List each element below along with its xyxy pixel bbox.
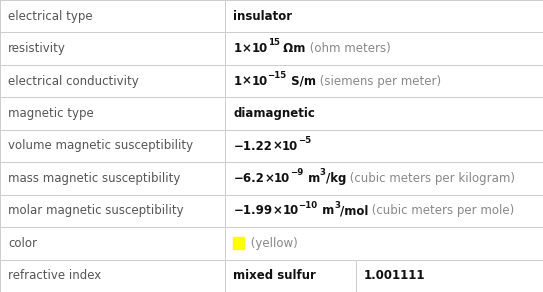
Text: magnetic type: magnetic type <box>8 107 94 120</box>
Text: ×: × <box>242 42 251 55</box>
Text: mixed sulfur: mixed sulfur <box>233 269 316 282</box>
Text: insulator: insulator <box>233 10 293 23</box>
Text: m: m <box>304 172 320 185</box>
Text: 10: 10 <box>274 172 291 185</box>
Text: 3: 3 <box>334 201 340 210</box>
Text: ×: × <box>242 75 251 88</box>
Text: (cubic meters per kilogram): (cubic meters per kilogram) <box>346 172 515 185</box>
Text: (siemens per meter): (siemens per meter) <box>315 75 441 88</box>
Text: −5: −5 <box>298 136 312 145</box>
Text: −1.99: −1.99 <box>233 204 273 217</box>
Text: 1: 1 <box>233 75 242 88</box>
Text: Ωm: Ωm <box>280 42 306 55</box>
Text: color: color <box>8 237 37 250</box>
Text: electrical type: electrical type <box>8 10 93 23</box>
Text: 1.001111: 1.001111 <box>364 269 425 282</box>
Text: ×: × <box>273 204 282 217</box>
Text: 1: 1 <box>233 42 242 55</box>
Text: resistivity: resistivity <box>8 42 66 55</box>
Text: (cubic meters per mole): (cubic meters per mole) <box>368 204 515 217</box>
Text: −6.2: −6.2 <box>233 172 264 185</box>
Text: 3: 3 <box>320 168 326 177</box>
Text: ×: × <box>264 172 274 185</box>
Text: diamagnetic: diamagnetic <box>233 107 315 120</box>
Text: S/m: S/m <box>287 75 315 88</box>
Text: ×: × <box>272 140 282 152</box>
Text: refractive index: refractive index <box>8 269 101 282</box>
Text: /mol: /mol <box>340 204 368 217</box>
Bar <box>233 237 244 249</box>
Text: 15: 15 <box>268 38 280 47</box>
Text: 10: 10 <box>282 204 299 217</box>
Text: electrical conductivity: electrical conductivity <box>8 75 139 88</box>
Text: 10: 10 <box>282 140 298 152</box>
Text: 10: 10 <box>251 42 268 55</box>
Text: −9: −9 <box>291 168 304 177</box>
Text: −1.22: −1.22 <box>233 140 272 152</box>
Text: −15: −15 <box>268 71 287 80</box>
Text: (yellow): (yellow) <box>247 237 298 250</box>
Text: (ohm meters): (ohm meters) <box>306 42 390 55</box>
Text: molar magnetic susceptibility: molar magnetic susceptibility <box>8 204 184 217</box>
Text: volume magnetic susceptibility: volume magnetic susceptibility <box>8 140 193 152</box>
Text: 10: 10 <box>251 75 268 88</box>
Text: −10: −10 <box>299 201 318 210</box>
Text: mass magnetic susceptibility: mass magnetic susceptibility <box>8 172 180 185</box>
Text: m: m <box>318 204 334 217</box>
Text: /kg: /kg <box>326 172 346 185</box>
